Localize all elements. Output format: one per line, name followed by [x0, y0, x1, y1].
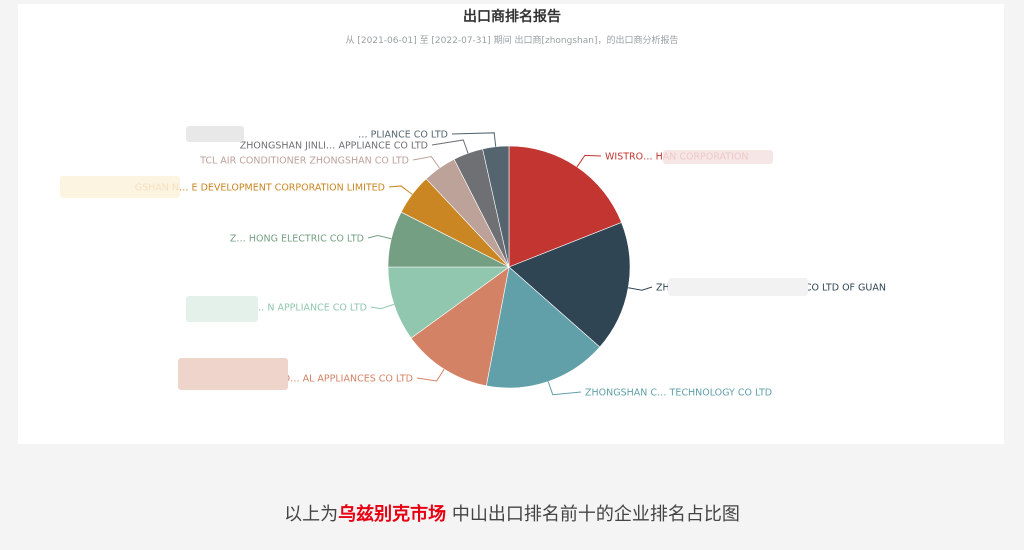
redaction-blur	[178, 358, 288, 390]
pie-chart: WISTRO… HAN CORPORATIONZHONG… DUCTS IMP …	[135, 130, 886, 399]
redaction-blur	[186, 126, 244, 142]
label-leader-line	[370, 303, 395, 310]
chart-title: 出口商排名报告	[463, 9, 561, 25]
caption-suffix: 中山出口排名前十的企业排名占比图	[446, 504, 740, 525]
redaction-blur	[663, 150, 773, 164]
label-leader-line	[547, 381, 582, 396]
slice-label: … PLIANCE CO LTD	[358, 130, 448, 141]
pie-slice[interactable]	[387, 266, 510, 339]
chart-subtitle: 从 [2021-06-01] 至 [2022-07-31] 期间 出口商[zho…	[345, 36, 679, 46]
slice-label: ZHONGSHAN JINLI… APPLIANCE CO LTD	[240, 141, 428, 152]
slice-label: ZHONGSHAN C… TECHNOLOGY CO LTD	[585, 388, 772, 399]
label-leader-line	[367, 234, 392, 240]
redaction-blur	[668, 278, 808, 296]
label-leader-line	[628, 286, 653, 291]
pie-slice[interactable]	[482, 145, 510, 268]
label-leader-line	[416, 368, 445, 382]
pie-slice[interactable]	[508, 222, 631, 348]
slice-label: ZHONGSHAN… N APPLIANCE CO LTD	[192, 303, 367, 314]
redaction-blur	[186, 296, 258, 322]
label-leader-line	[576, 154, 602, 168]
slice-label: GSHAN N… E DEVELOPMENT CORPORATION LIMIT…	[135, 183, 385, 194]
slice-label: ZHONGSHAN DO… AL APPLIANCES CO LTD	[210, 374, 413, 385]
slice-label: TCL AIR CONDITIONER ZHONGSHAN CO LTD	[199, 156, 409, 167]
redaction-blur	[60, 176, 180, 198]
slice-label: Z… HONG ELECTRIC CO LTD	[230, 234, 364, 245]
label-leader-line	[431, 139, 469, 154]
label-leader-line	[412, 155, 440, 169]
label-leader-line	[451, 132, 497, 147]
caption-prefix: 以上为	[284, 504, 339, 525]
label-leader-line	[388, 185, 413, 195]
caption-highlight: 乌兹别克市场	[338, 504, 447, 525]
caption: 以上为乌兹别克市场 中山出口排名前十的企业排名占比图	[0, 500, 1024, 526]
